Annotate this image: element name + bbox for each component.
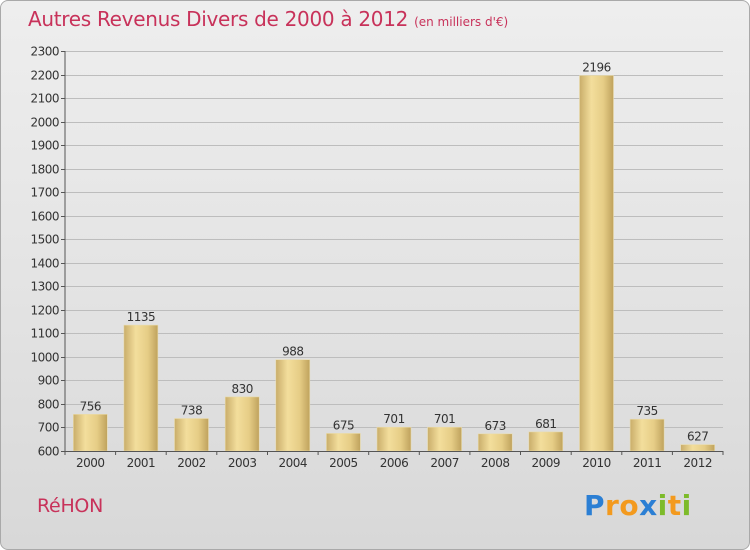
logo-letter: o <box>619 489 640 522</box>
bar <box>326 433 361 452</box>
x-tick-label: 2011 <box>633 456 662 470</box>
chart-title-unit: (en milliers d'€) <box>414 15 509 29</box>
y-tick-label: 1600 <box>30 210 59 224</box>
bars <box>73 75 716 452</box>
data-label: 735 <box>636 404 657 418</box>
logo-letter: x <box>639 489 658 522</box>
data-label: 2196 <box>582 61 611 75</box>
logo-letter: P <box>584 489 606 522</box>
y-tick-label: 1000 <box>30 351 59 365</box>
bar <box>123 324 159 452</box>
y-tick-label: 800 <box>38 398 59 412</box>
x-tick-label: 2002 <box>177 456 206 470</box>
x-tick-label: 2004 <box>279 456 308 470</box>
proxiti-logo: Proxiti <box>584 489 692 522</box>
x-tick-label: 2007 <box>430 456 459 470</box>
x-tick-label: 2008 <box>481 456 510 470</box>
y-tick-label: 1200 <box>30 304 59 318</box>
y-tick-label: 2200 <box>30 69 59 83</box>
y-tick-label: 2300 <box>30 45 59 59</box>
bar <box>629 418 665 452</box>
data-label: 701 <box>434 412 455 426</box>
bar <box>680 444 716 452</box>
data-label: 675 <box>333 418 354 432</box>
data-labels: 756 1135 738 830 988 675 701 701 673 681 2196 735 62… <box>80 61 709 444</box>
data-label: 988 <box>282 345 303 359</box>
y-tick-label: 1800 <box>30 163 59 177</box>
chart-title-main: Autres Revenus Divers de 2000 à 2012 <box>28 7 409 31</box>
data-label: 738 <box>181 404 202 418</box>
data-label: 673 <box>484 419 505 433</box>
data-label: 701 <box>383 412 404 426</box>
y-tick-label: 700 <box>38 421 59 435</box>
x-tick-label: 2006 <box>380 456 409 470</box>
logo-letter: i <box>681 489 692 522</box>
y-axis-ticks: 600 700 800 900 1000 1100 1200 1300 1400 1500 1600… <box>30 45 65 459</box>
chart-title: Autres Revenus Divers de 2000 à 2012 (en … <box>28 7 508 31</box>
y-tick-label: 1700 <box>30 186 59 200</box>
data-label: 830 <box>231 382 252 396</box>
y-tick-label: 1500 <box>30 233 59 247</box>
x-tick-label: 2010 <box>582 456 611 470</box>
x-axis-ticks: 2000 2001 2002 2003 2004 2005 2006 2007 2008 2009… <box>64 451 724 470</box>
y-tick-label: 1300 <box>30 280 59 294</box>
bar <box>73 413 108 452</box>
y-tick-label: 600 <box>38 445 59 459</box>
bar <box>376 426 412 452</box>
data-label: 627 <box>687 430 708 444</box>
logo-letter: r <box>605 489 620 522</box>
bar <box>477 433 513 452</box>
place-name: RéHON <box>37 495 103 517</box>
data-label: 756 <box>80 399 101 413</box>
data-label: 1135 <box>127 310 156 324</box>
y-tick-label: 1400 <box>30 257 59 271</box>
y-tick-label: 2100 <box>30 92 59 106</box>
bar <box>579 75 614 452</box>
x-tick-label: 2012 <box>683 456 712 470</box>
x-tick-label: 2005 <box>329 456 358 470</box>
x-tick-label: 2000 <box>76 456 105 470</box>
x-tick-label: 2009 <box>532 456 561 470</box>
y-tick-label: 1900 <box>30 139 59 153</box>
y-tick-label: 2000 <box>30 116 59 130</box>
bar <box>224 396 260 452</box>
bar <box>427 426 462 452</box>
bar <box>275 359 311 452</box>
data-label: 681 <box>535 417 556 431</box>
x-tick-label: 2003 <box>228 456 257 470</box>
grid-lines <box>65 51 723 428</box>
bar <box>174 418 209 452</box>
y-tick-label: 1100 <box>30 327 59 341</box>
logo-letter: t <box>667 489 682 522</box>
logo-letter: i <box>657 489 668 522</box>
x-tick-label: 2001 <box>127 456 156 470</box>
bar <box>528 431 564 452</box>
y-tick-label: 900 <box>38 374 59 388</box>
